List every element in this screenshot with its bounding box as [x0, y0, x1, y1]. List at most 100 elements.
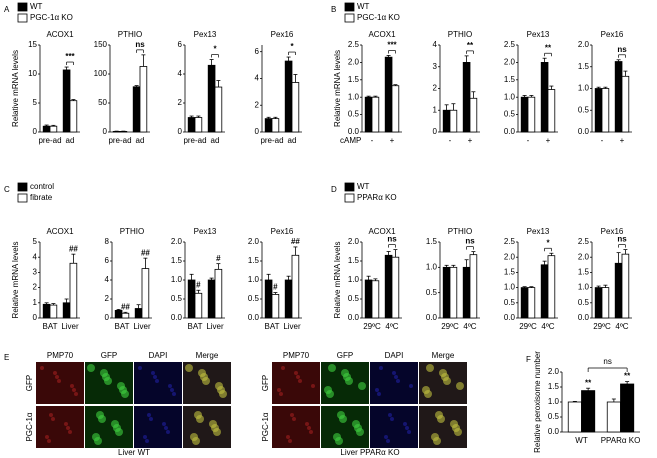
- micrograph: [134, 362, 182, 404]
- bar: [581, 390, 596, 433]
- bar: [284, 279, 293, 319]
- y-tick-label: 6: [178, 40, 183, 49]
- y-tick-label: 1.0: [426, 262, 438, 271]
- cell-signal: [435, 411, 443, 419]
- significance-label: ns: [135, 40, 145, 49]
- bar: [132, 86, 141, 133]
- x-tick-label: PPARα KO: [601, 436, 641, 445]
- cell-signal: [100, 369, 108, 377]
- y-tick-label: 2.0: [578, 252, 590, 261]
- cell-signal: [403, 422, 407, 426]
- cell-signal: [431, 433, 439, 441]
- legend-swatch: [17, 193, 28, 203]
- y-tick-label: 1.0: [504, 283, 516, 292]
- bar: [371, 280, 380, 319]
- bar: [187, 117, 196, 133]
- legend-label: PGC-1α KO: [30, 13, 73, 22]
- cell-signal: [386, 439, 390, 443]
- cell-signal: [290, 413, 294, 417]
- x-tick-label: BAT: [265, 322, 280, 331]
- y-tick-label: 2.0: [504, 58, 516, 67]
- cell-signal: [145, 439, 149, 443]
- bar: [469, 254, 478, 319]
- bar: [141, 268, 150, 319]
- bar: [527, 287, 536, 319]
- y-tick-label: 0.5: [548, 412, 560, 421]
- x-tick-label: pre-ad: [38, 136, 61, 145]
- legend-swatch: [17, 182, 28, 192]
- legend-swatch: [344, 2, 355, 12]
- y-axis-label: Relative peroxisome number: [533, 351, 542, 453]
- y-tick-label: 0.5: [248, 294, 260, 303]
- significance-mark: #: [216, 254, 221, 263]
- y-tick-label: 0: [105, 313, 110, 322]
- legend-label: control: [30, 182, 54, 191]
- significance-mark: #: [196, 280, 201, 289]
- bar: [527, 96, 536, 133]
- cell-signal: [422, 386, 430, 394]
- y-tick-label: 1: [433, 105, 438, 114]
- bar: [594, 287, 603, 319]
- y-tick-label: 2.0: [578, 40, 590, 49]
- x-tick-label: BAT: [43, 322, 58, 331]
- cell-signal: [328, 364, 336, 372]
- significance-label: **: [467, 41, 474, 50]
- column-label: DAPI: [385, 351, 404, 360]
- y-tick-label: 1.0: [248, 275, 260, 284]
- y-tick-label: 5: [33, 98, 38, 107]
- cell-signal: [170, 388, 174, 392]
- cell-signal: [377, 392, 381, 396]
- bar: [540, 62, 549, 133]
- x-tick-label: -: [527, 136, 530, 145]
- bar: [214, 268, 223, 319]
- x-tick-label: pre-ad: [183, 136, 206, 145]
- cell-signal: [168, 384, 172, 388]
- bar: [69, 100, 78, 133]
- cell-signal: [53, 371, 57, 375]
- y-tick-label: 3: [33, 268, 38, 277]
- chart-title: Pex13: [194, 227, 217, 236]
- legend-label: WT: [30, 2, 43, 11]
- cell-signal: [190, 433, 198, 441]
- bar: [69, 262, 78, 319]
- column-label: GFP: [337, 351, 353, 360]
- bar: [449, 109, 458, 133]
- y-tick-label: 0: [103, 127, 108, 136]
- y-tick-label: 1.5: [348, 75, 360, 84]
- significance-label: *: [546, 238, 550, 247]
- cell-signal: [209, 420, 217, 428]
- y-tick-label: 0.0: [548, 427, 560, 436]
- y-tick-label: 1.5: [504, 75, 516, 84]
- bar: [187, 279, 196, 319]
- bar: [540, 264, 549, 319]
- chart-title: PTHIO: [448, 227, 472, 236]
- cell-signal: [153, 375, 157, 379]
- bar: [207, 279, 216, 319]
- x-tick-label: BAT: [115, 322, 130, 331]
- significance-label: **: [545, 43, 552, 52]
- bar: [49, 304, 58, 319]
- cell-signal: [151, 371, 155, 375]
- cell-signal: [96, 411, 104, 419]
- bar: [384, 56, 393, 133]
- y-tick-label: 0: [33, 127, 38, 136]
- y-tick-label: 4: [178, 69, 183, 78]
- cell-signal: [341, 369, 349, 377]
- y-tick-label: 0.0: [504, 313, 516, 322]
- cell-signal: [307, 426, 311, 430]
- cell-signal: [57, 379, 61, 383]
- cell-signal: [409, 384, 413, 388]
- y-tick-label: 6: [105, 256, 110, 265]
- bar: [547, 255, 556, 319]
- cell-signal: [149, 417, 153, 421]
- x-tick-label: -: [601, 136, 604, 145]
- y-tick-label: 1.5: [504, 268, 516, 277]
- cell-signal: [296, 375, 300, 379]
- cell-signal: [439, 369, 447, 377]
- y-tick-label: 2: [33, 283, 38, 292]
- bar: [469, 97, 478, 133]
- x-tick-label: 4ºC: [463, 322, 476, 331]
- y-tick-label: 1.0: [548, 397, 560, 406]
- cell-signal: [292, 417, 296, 421]
- panel-letter: D: [331, 185, 337, 194]
